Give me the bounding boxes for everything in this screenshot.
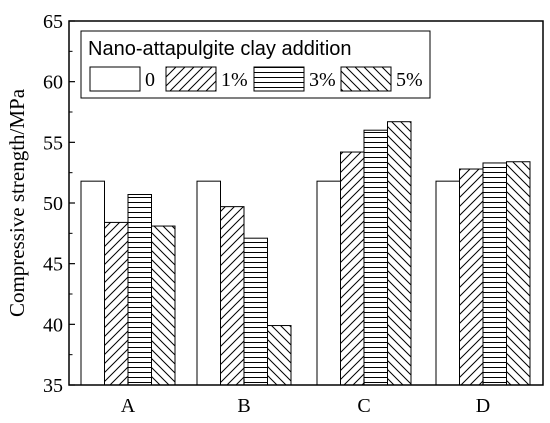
legend-label-3: 5% xyxy=(396,69,423,91)
legend-label-0: 0 xyxy=(145,69,155,91)
x-tick-label-a: A xyxy=(121,395,136,417)
y-tick-label: 50 xyxy=(43,193,63,215)
legend-swatch-1 xyxy=(165,66,217,92)
bar-b-series-1 xyxy=(220,206,245,386)
bar-d-series-1 xyxy=(459,168,484,386)
y-tick-label: 35 xyxy=(43,375,63,397)
bar-a-series-1 xyxy=(104,221,129,386)
bar-c-series-3 xyxy=(387,121,412,386)
bar-d-series-0 xyxy=(435,180,460,386)
y-tick-label: 40 xyxy=(43,314,63,336)
bar-b-series-2 xyxy=(243,237,268,386)
bar-c-series-2 xyxy=(363,129,388,386)
legend: Nano-attapulgite clay addition 0 1% 3% 5% xyxy=(80,30,431,99)
legend-label-2: 3% xyxy=(309,69,336,91)
bar-c-series-0 xyxy=(316,180,341,386)
legend-swatch-2 xyxy=(253,66,305,92)
ticks-layer: 35 40 45 50 55 60 65 A B C D xyxy=(43,11,490,417)
bar-c-series-1 xyxy=(340,151,365,386)
y-axis-title: Compressive strength/MPa xyxy=(5,88,29,317)
bars-layer xyxy=(80,121,531,386)
bar-d-series-3 xyxy=(506,161,531,386)
bar-a-series-3 xyxy=(151,225,176,386)
y-tick-label: 60 xyxy=(43,72,63,94)
y-tick-label: 55 xyxy=(43,132,63,154)
bar-d-series-2 xyxy=(482,162,507,386)
bar-a-series-2 xyxy=(127,194,152,386)
legend-title: Nano-attapulgite clay addition xyxy=(88,38,352,60)
bar-b-series-3 xyxy=(267,325,292,386)
x-tick-label-d: D xyxy=(476,395,490,417)
legend-swatch-0 xyxy=(89,66,141,92)
x-tick-label-c: C xyxy=(357,395,370,417)
y-tick-label: 65 xyxy=(43,11,63,33)
x-tick-label-b: B xyxy=(237,395,250,417)
y-tick-label: 45 xyxy=(43,254,63,276)
legend-items: 0 1% 3% 5% xyxy=(89,66,423,92)
legend-label-1: 1% xyxy=(221,69,248,91)
bar-a-series-0 xyxy=(80,180,105,386)
bar-b-series-0 xyxy=(196,180,221,386)
legend-swatch-3 xyxy=(340,66,392,92)
